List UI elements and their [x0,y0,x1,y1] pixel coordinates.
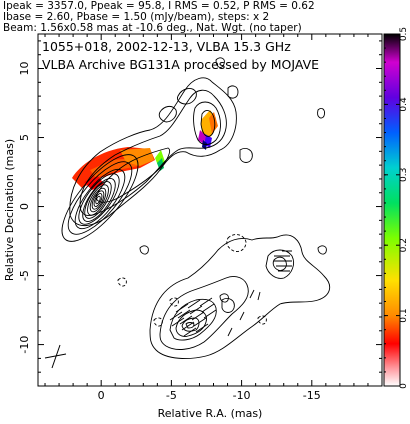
colorbar-tick-label: 0.2 [399,238,409,252]
header-line-3: Beam: 1.56x0.58 mas at -10.6 deg., Nat. … [3,22,302,34]
colorbar-tick-label: 0.3 [399,168,409,182]
polarization-vectors [169,250,292,337]
header-line-1: Ipeak = 3357.0, Ppeak = 95.8, I RMS = 0.… [3,0,315,12]
plot-frame [37,33,383,387]
x-tick-label: -15 [303,389,321,402]
lower-feature-contours [117,234,331,359]
colorbar-tick-label: 0 [399,383,409,389]
beam-ellipse [44,344,67,369]
y-tick-label: -10 [18,336,31,354]
chart-title: 1055+018, 2002-12-13, VLBA 15.3 GHz [42,39,291,54]
chart-subtitle: VLBA Archive BG131A processed by MOJAVE [42,57,319,72]
axis-ticks [38,33,400,387]
y-tick-label: -5 [18,270,31,281]
x-tick-label: -5 [166,389,177,402]
x-tick-label: 0 [98,389,105,402]
colorbar-tick-label: 0.4 [399,97,409,112]
polarization-color-patches [72,110,218,190]
header-line-2: Ibase = 2.60, Pbase = 1.50 (mJy/beam), s… [3,11,269,23]
x-tick-label: -10 [233,389,251,402]
jet-contours [69,57,325,226]
y-tick-label: 10 [18,62,31,76]
tick-labels: 0 -5 -10 -15 10 5 0 -5 -10 0 0.1 0.2 0.3 0.4 0.5 [18,27,409,402]
y-axis-label: Relative Decination (mas) [3,139,16,281]
y-tick-label: 0 [18,203,31,210]
colorbar-tick-label: 0.1 [399,308,409,322]
x-axis-label: Relative R.A. (mas) [158,407,263,420]
colorbar [383,33,401,387]
y-tick-label: 5 [18,134,31,141]
colorbar-tick-label: 0.5 [399,27,409,41]
